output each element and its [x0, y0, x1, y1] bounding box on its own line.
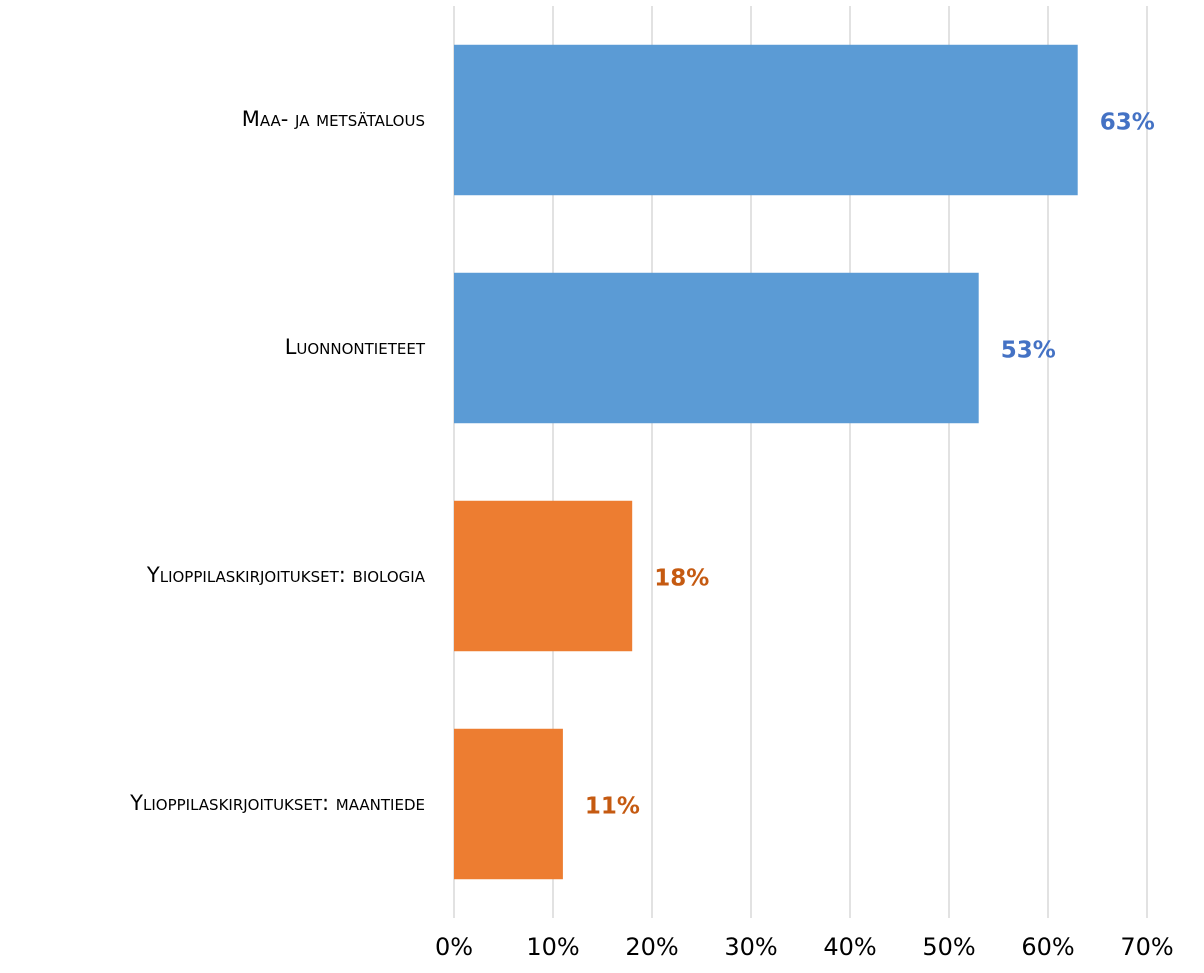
data-label: 18%: [654, 566, 709, 592]
bar: [454, 728, 563, 880]
x-tick-label: 40%: [823, 933, 876, 961]
x-tick-label: 50%: [922, 933, 975, 961]
data-label: 11%: [585, 794, 640, 820]
bar: [454, 44, 1078, 196]
y-tick-label: Maa- ja metsätalous: [242, 107, 425, 131]
y-tick-label: Luonnontieteet: [285, 335, 426, 359]
data-label: 63%: [1100, 110, 1155, 136]
y-tick-label: Ylioppilaskirjoitukset: maantiede: [129, 791, 425, 815]
x-tick-label: 30%: [724, 933, 777, 961]
y-tick-label: Ylioppilaskirjoitukset: biologia: [146, 563, 426, 587]
x-tick-label: 0%: [435, 933, 473, 961]
bar: [454, 272, 979, 424]
x-tick-label: 60%: [1021, 933, 1074, 961]
data-label: 53%: [1001, 338, 1056, 364]
bar: [454, 500, 633, 652]
x-tick-label: 20%: [625, 933, 678, 961]
x-tick-label: 10%: [526, 933, 579, 961]
x-tick-label: 70%: [1120, 933, 1173, 961]
